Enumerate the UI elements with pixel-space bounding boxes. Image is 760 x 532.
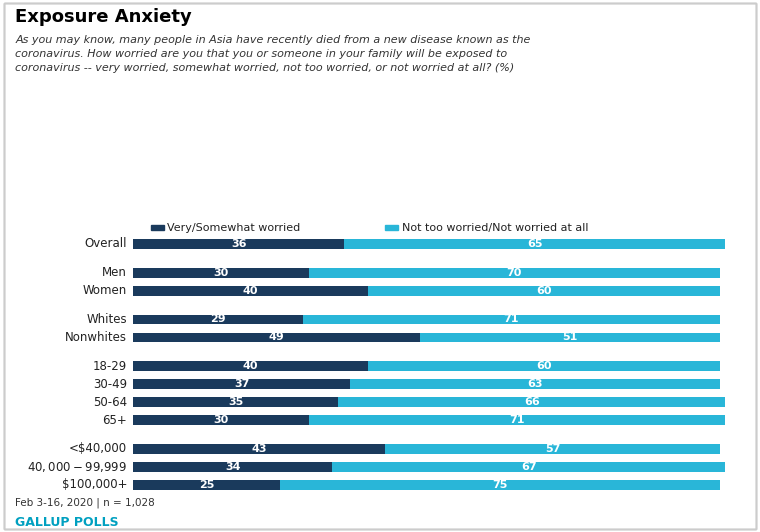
Bar [303, 314, 720, 325]
Text: 30: 30 [214, 415, 229, 425]
Text: 40: 40 [242, 361, 258, 371]
Text: Feb 3-16, 2020 | n = 1,028: Feb 3-16, 2020 | n = 1,028 [15, 497, 155, 508]
Text: Not too worried/Not worried at all: Not too worried/Not worried at all [402, 223, 588, 233]
Text: 40: 40 [242, 286, 258, 296]
Text: 65: 65 [527, 239, 543, 249]
Bar [133, 314, 303, 325]
Bar [133, 286, 368, 296]
Text: 75: 75 [492, 480, 508, 490]
Bar [309, 415, 726, 425]
Bar [280, 480, 720, 490]
Bar [133, 361, 368, 371]
Text: Nonwhites: Nonwhites [65, 331, 127, 344]
Bar [332, 462, 726, 472]
Text: 70: 70 [507, 268, 522, 278]
Text: As you may know, many people in Asia have recently died from a new disease known: As you may know, many people in Asia hav… [15, 35, 530, 72]
Text: Very/Somewhat worried: Very/Somewhat worried [167, 223, 300, 233]
Text: 63: 63 [527, 379, 543, 389]
Text: Men: Men [103, 266, 127, 279]
Bar [133, 397, 338, 407]
Text: 66: 66 [524, 397, 540, 407]
Text: $100,000+: $100,000+ [62, 478, 127, 492]
Bar [133, 379, 350, 389]
Bar [338, 397, 726, 407]
Text: 60: 60 [536, 286, 551, 296]
Text: Exposure Anxiety: Exposure Anxiety [15, 8, 192, 26]
Text: 60: 60 [536, 361, 551, 371]
Bar [133, 444, 385, 454]
Bar [133, 415, 309, 425]
Text: Overall: Overall [84, 237, 127, 251]
Text: Whites: Whites [87, 313, 127, 326]
Bar [385, 444, 720, 454]
Text: 51: 51 [562, 332, 578, 343]
Text: 57: 57 [545, 444, 560, 454]
Text: 29: 29 [211, 314, 226, 325]
Text: 67: 67 [521, 462, 537, 472]
Text: 18-29: 18-29 [93, 360, 127, 373]
Text: 37: 37 [234, 379, 249, 389]
Bar [385, 225, 398, 230]
Bar [368, 361, 720, 371]
Bar [133, 332, 420, 343]
Bar [150, 225, 163, 230]
Text: 71: 71 [509, 415, 525, 425]
Bar [133, 268, 309, 278]
Bar [133, 239, 344, 249]
Text: 34: 34 [225, 462, 240, 472]
Bar [133, 462, 332, 472]
Bar [350, 379, 720, 389]
Text: 25: 25 [198, 480, 214, 490]
Bar [133, 480, 280, 490]
Text: $40,000-$99,999: $40,000-$99,999 [27, 460, 127, 474]
Text: 35: 35 [228, 397, 243, 407]
Text: 71: 71 [504, 314, 519, 325]
Bar [344, 239, 726, 249]
Text: 36: 36 [231, 239, 246, 249]
Bar [309, 268, 720, 278]
Bar [368, 286, 720, 296]
Text: 30: 30 [214, 268, 229, 278]
Text: 30-49: 30-49 [93, 378, 127, 390]
Bar [420, 332, 720, 343]
Text: GALLUP POLLS: GALLUP POLLS [15, 516, 119, 529]
Text: Women: Women [83, 284, 127, 297]
Text: 65+: 65+ [103, 414, 127, 427]
Text: 49: 49 [269, 332, 284, 343]
Text: 50-64: 50-64 [93, 396, 127, 409]
Text: <$40,000: <$40,000 [69, 443, 127, 455]
Text: 43: 43 [252, 444, 267, 454]
